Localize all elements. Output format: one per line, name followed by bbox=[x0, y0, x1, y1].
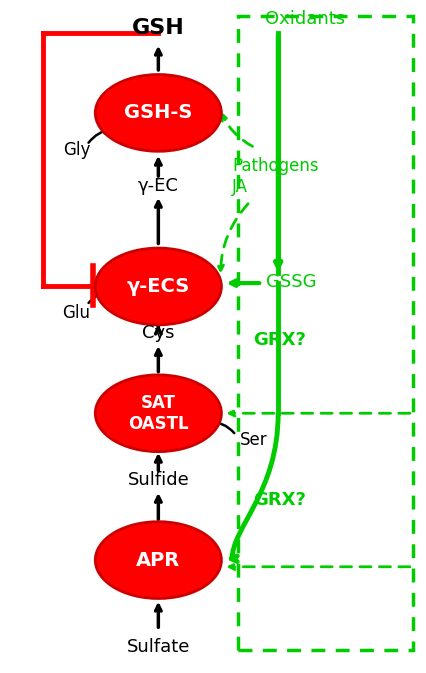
Ellipse shape bbox=[95, 248, 222, 325]
Text: Gly: Gly bbox=[63, 141, 90, 159]
Text: Glu: Glu bbox=[62, 304, 90, 322]
Text: GRX?: GRX? bbox=[253, 331, 306, 349]
Text: Pathogens
JA: Pathogens JA bbox=[232, 157, 319, 196]
Text: Ser: Ser bbox=[240, 431, 268, 449]
Text: γ-EC: γ-EC bbox=[138, 177, 179, 195]
Text: GSSG: GSSG bbox=[265, 273, 316, 291]
Text: GSH-S: GSH-S bbox=[124, 104, 193, 122]
Text: Cys: Cys bbox=[142, 324, 175, 342]
Text: APR: APR bbox=[136, 551, 181, 569]
Text: GSH: GSH bbox=[132, 18, 185, 38]
Text: SAT
OASTL: SAT OASTL bbox=[128, 394, 189, 433]
Ellipse shape bbox=[95, 75, 222, 151]
Ellipse shape bbox=[95, 375, 222, 452]
Text: Oxidants: Oxidants bbox=[265, 11, 345, 28]
Text: Sulfate: Sulfate bbox=[127, 638, 190, 656]
Ellipse shape bbox=[95, 522, 222, 598]
Text: Sulfide: Sulfide bbox=[127, 471, 189, 489]
Text: GRX?: GRX? bbox=[253, 491, 306, 509]
Text: γ-ECS: γ-ECS bbox=[127, 277, 190, 296]
